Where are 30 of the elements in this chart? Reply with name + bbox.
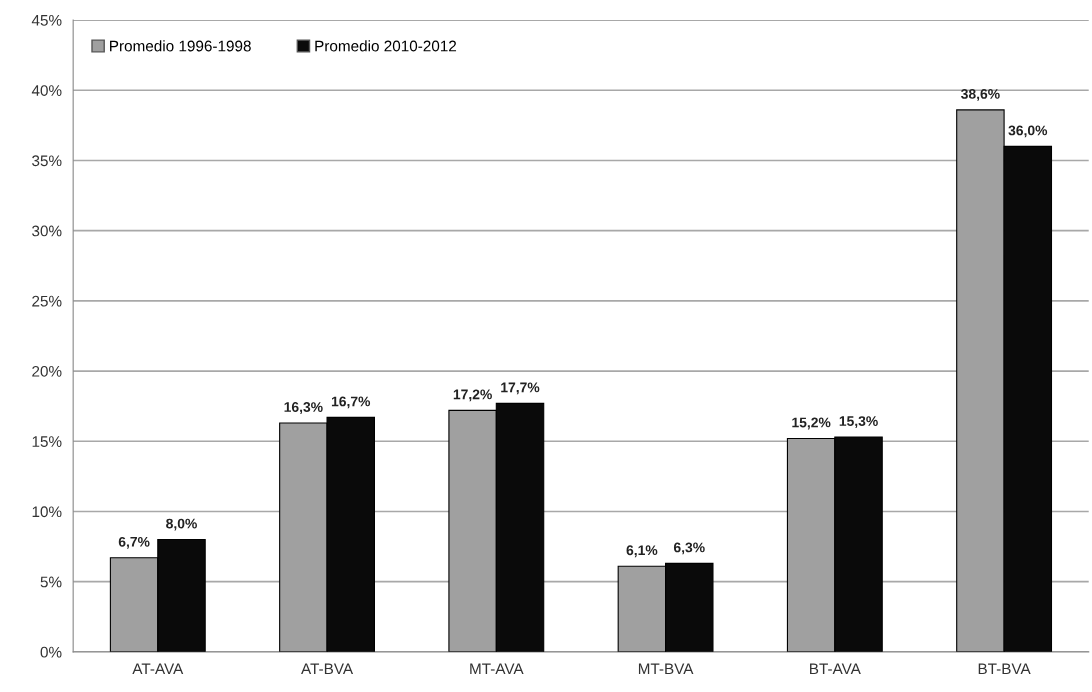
y-tick-label: 5% bbox=[40, 576, 62, 588]
y-tick-label: 40% bbox=[31, 85, 62, 96]
data-label: 17,2% bbox=[453, 389, 492, 402]
y-tick-label: 15% bbox=[32, 436, 62, 447]
x-tick-label: BT-BVA bbox=[978, 663, 1031, 675]
legend-label: Promedio 1996-1998 bbox=[110, 40, 251, 52]
x-tick-label: AT-AVA bbox=[132, 663, 184, 675]
y-tick-label: 0% bbox=[40, 646, 62, 658]
y-tick-label: 10% bbox=[32, 506, 62, 518]
y-tick-label: 30% bbox=[32, 225, 62, 237]
x-tick-label: AT-BVA bbox=[301, 663, 354, 675]
data-label: 8,0% bbox=[166, 518, 197, 531]
data-label: 16,3% bbox=[284, 402, 323, 414]
data-label: 6,7% bbox=[118, 536, 150, 549]
x-tick-label: MT-AVA bbox=[470, 663, 524, 675]
x-tick-label: BT-AVA bbox=[810, 663, 861, 675]
data-label: 38,6% bbox=[961, 89, 1000, 101]
y-tick-label: 35% bbox=[32, 155, 62, 167]
y-tick-label: 45% bbox=[31, 15, 62, 26]
data-label: 6,3% bbox=[673, 542, 705, 555]
data-label: 17,7% bbox=[501, 382, 540, 395]
data-label: 15,3% bbox=[839, 416, 878, 428]
data-label: 6,1% bbox=[626, 545, 658, 558]
y-tick-label: 25% bbox=[32, 295, 62, 307]
legend-label: Promedio 2010-2012 bbox=[315, 40, 457, 52]
data-label: 16,7% bbox=[331, 396, 371, 409]
y-tick-label: 20% bbox=[32, 365, 62, 377]
data-label: 15,2% bbox=[792, 417, 831, 430]
data-label: 36,0% bbox=[1008, 125, 1048, 138]
x-tick-label: MT-BVA bbox=[638, 663, 694, 675]
